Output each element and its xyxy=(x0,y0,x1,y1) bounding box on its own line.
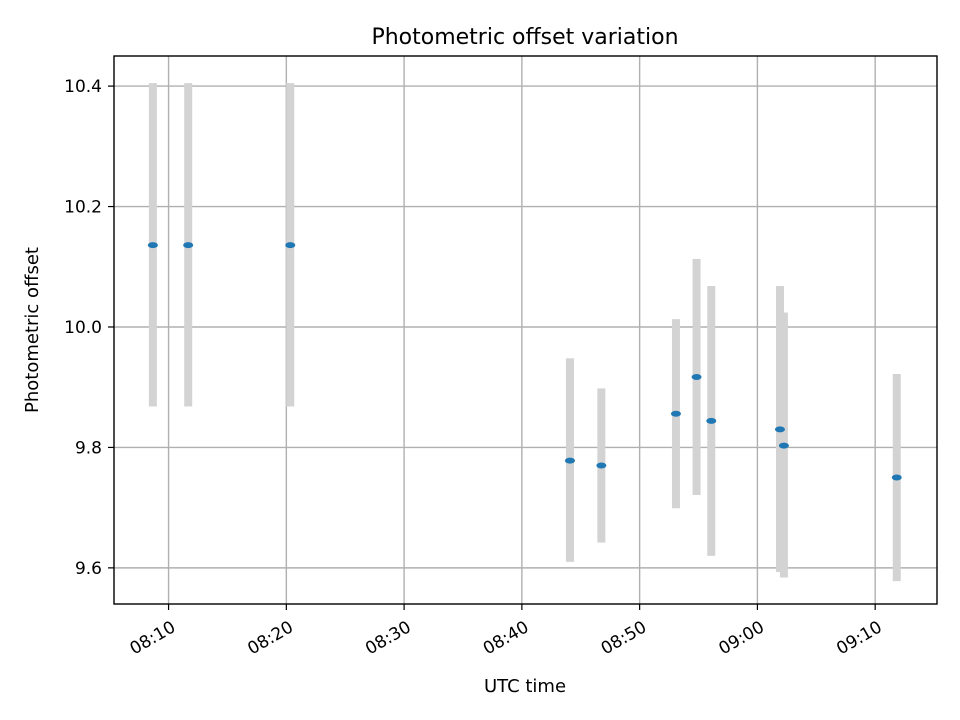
data-point xyxy=(778,442,789,449)
error-bars xyxy=(148,83,901,582)
data-points xyxy=(147,242,902,481)
x-axis-label: UTC time xyxy=(484,676,566,697)
data-point xyxy=(596,462,607,469)
data-point xyxy=(564,457,575,464)
x-tick-label: 08:40 xyxy=(480,617,532,659)
x-tick-label: 09:00 xyxy=(715,617,767,659)
data-point xyxy=(670,410,681,417)
x-tick-label: 08:10 xyxy=(127,617,179,659)
data-point xyxy=(706,417,717,424)
data-point xyxy=(691,373,702,380)
chart-title: Photometric offset variation xyxy=(371,25,678,50)
x-tick-label: 08:50 xyxy=(598,617,650,659)
y-axis-label: Photometric offset xyxy=(22,247,43,413)
grid-lines xyxy=(114,56,937,604)
y-tick-label: 10.0 xyxy=(64,318,102,338)
y-tick-label: 10.4 xyxy=(64,77,102,97)
y-tick-label: 9.8 xyxy=(75,438,102,458)
y-axis-ticks: 9.6 9.8 10.0 10.2 10.4 xyxy=(64,77,114,579)
x-axis-ticks: 08:10 08:20 08:30 08:40 08:50 09:00 09:10 xyxy=(127,604,886,659)
x-tick-label: 08:20 xyxy=(244,617,296,659)
y-tick-label: 9.6 xyxy=(75,559,102,579)
data-point xyxy=(285,242,296,249)
data-point xyxy=(774,426,785,433)
data-point xyxy=(147,242,158,249)
x-tick-label: 08:30 xyxy=(362,617,414,659)
plot-frame xyxy=(113,55,938,605)
data-point xyxy=(183,242,194,249)
x-tick-label: 09:10 xyxy=(833,617,885,659)
y-tick-label: 10.2 xyxy=(64,198,102,218)
data-point xyxy=(891,474,902,481)
